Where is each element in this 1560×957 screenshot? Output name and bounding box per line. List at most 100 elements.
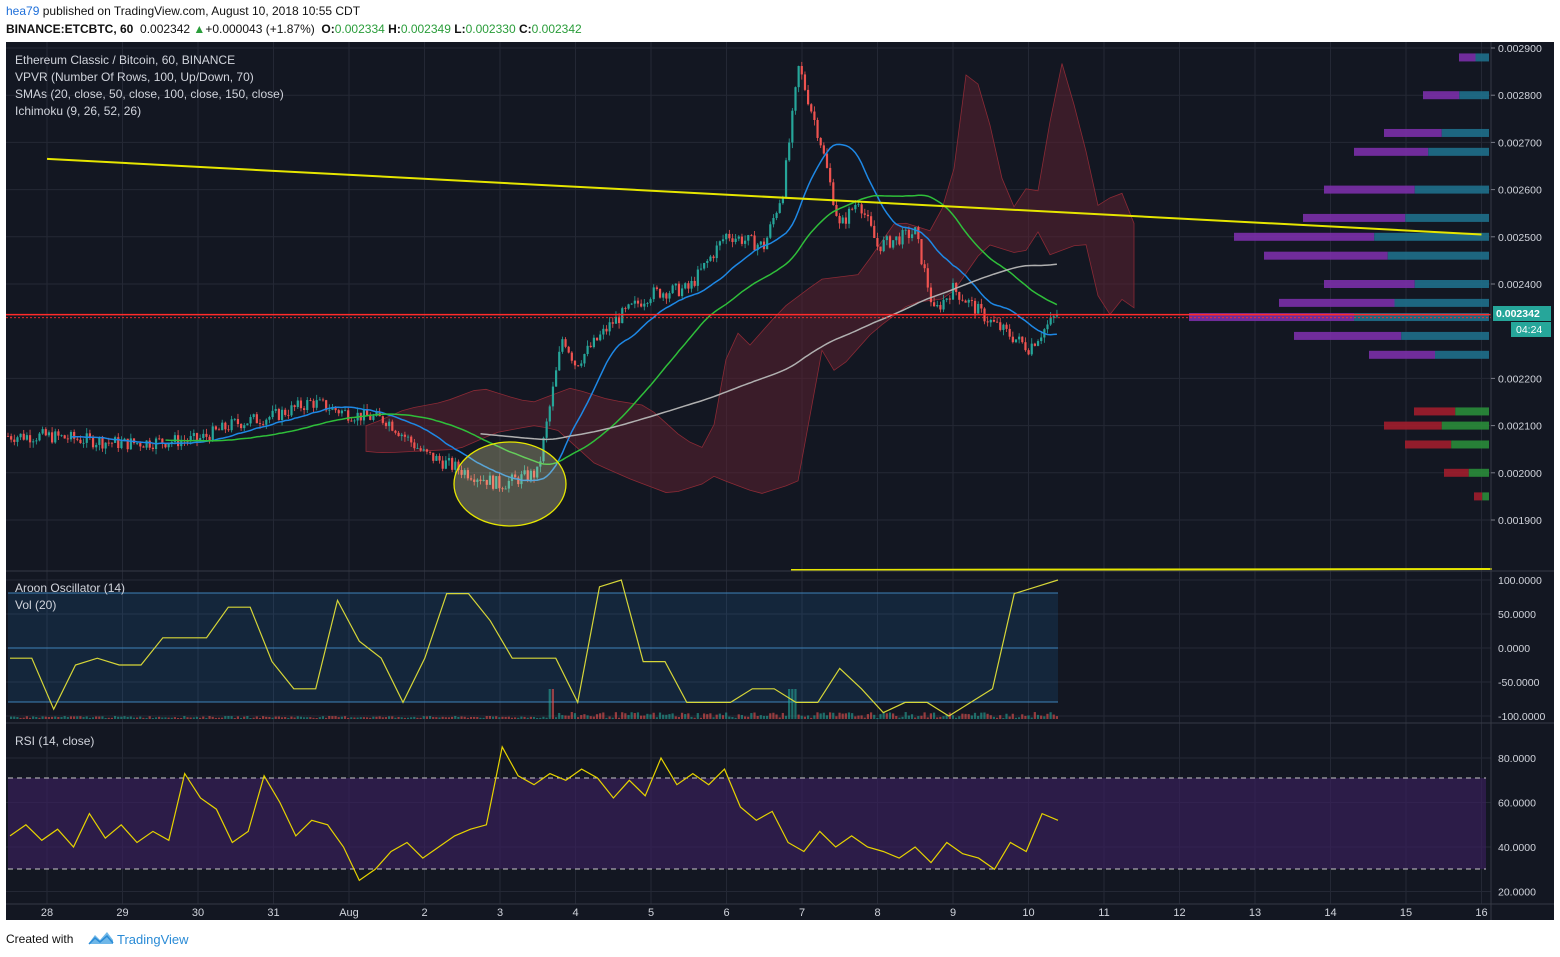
- volume-bar: [365, 717, 369, 719]
- tradingview-logo-icon[interactable]: [88, 930, 114, 946]
- candle: [394, 430, 397, 433]
- aroon-line: [10, 579, 1059, 717]
- candle: [712, 256, 715, 259]
- candle: [161, 438, 164, 444]
- candle: [599, 334, 602, 341]
- candle: [731, 238, 734, 242]
- volume-bar: [54, 716, 57, 719]
- candle: [945, 298, 948, 300]
- candle: [16, 437, 19, 442]
- volume-bar: [98, 716, 101, 719]
- price-axis[interactable]: 0.002900 0.002800 0.002700 0.002600 0.002500…: [1491, 43, 1542, 527]
- volume-bar: [838, 712, 841, 719]
- volume-bar: [233, 717, 236, 719]
- volume-bar: [709, 713, 712, 719]
- volume-bar: [668, 714, 671, 719]
- candle: [624, 308, 627, 309]
- candle: [759, 241, 762, 245]
- volume-bar: [466, 717, 469, 719]
- ichimoku-cloud: [365, 63, 1135, 494]
- volume-bar: [750, 713, 753, 719]
- volume-bar: [504, 716, 507, 719]
- volume-bar: [419, 717, 422, 719]
- profile-row-up: [1459, 91, 1489, 100]
- candle: [145, 440, 148, 448]
- candle: [1040, 337, 1043, 342]
- candle: [706, 260, 709, 263]
- volume-bar: [41, 716, 44, 719]
- candle: [857, 204, 860, 206]
- rsi-band: [8, 778, 1486, 869]
- candle: [158, 438, 161, 440]
- volume-bar: [35, 717, 38, 719]
- profile-row-down: [1279, 298, 1395, 307]
- rsi-line: [9, 745, 1059, 882]
- aroon-axis[interactable]: 100.0000 50.0000 0.0000 -50.0000 -100.0000: [1498, 575, 1545, 723]
- chart-area[interactable]: Ethereum Classic / Bitcoin, 60, BINANCE …: [6, 42, 1554, 920]
- volume-bar: [674, 716, 677, 719]
- candle: [366, 409, 369, 416]
- candle: [258, 423, 262, 425]
- volume-bar: [740, 715, 743, 719]
- candle: [636, 300, 640, 304]
- candle: [353, 420, 356, 422]
- profile-row-down: [1384, 128, 1442, 137]
- open-label: O:: [321, 22, 335, 36]
- candle: [1008, 328, 1011, 337]
- volume-bar: [353, 717, 356, 719]
- volume-bar: [721, 715, 725, 719]
- profile-row-down: [1405, 440, 1452, 449]
- candle: [303, 408, 306, 411]
- volume-bar: [10, 716, 13, 719]
- volume-bar: [693, 717, 696, 719]
- volume-bar: [977, 715, 980, 719]
- volume-bar: [932, 712, 936, 719]
- profile-row-down: [1444, 468, 1469, 477]
- profile-row-down: [1369, 350, 1435, 359]
- candle: [1049, 317, 1052, 325]
- volume-bar: [825, 715, 829, 719]
- volume-bar: [211, 716, 214, 719]
- candle: [876, 237, 879, 247]
- candle: [208, 436, 211, 442]
- volume-bar: [189, 717, 192, 719]
- volume-bar: [769, 713, 772, 719]
- candle: [413, 442, 416, 449]
- volume-bar: [180, 717, 183, 719]
- tradingview-link[interactable]: TradingView: [117, 932, 189, 947]
- volume-bar: [132, 717, 136, 719]
- volume-bar: [378, 716, 381, 719]
- volume-bar: [473, 716, 476, 719]
- rsi-axis[interactable]: 80.0000 60.0000 40.0000 20.0000: [1498, 753, 1536, 899]
- red-horizontal-line: [6, 313, 1491, 319]
- volume-bar: [369, 717, 372, 719]
- candle: [315, 400, 318, 408]
- time-tick-label: 30: [192, 907, 204, 919]
- candle: [230, 419, 233, 431]
- author-link[interactable]: hea79: [6, 4, 40, 18]
- candle: [284, 409, 287, 415]
- candle: [32, 441, 35, 443]
- time-axis[interactable]: 28 29 30 31 Aug 2 3 4 5 6 7 8 9 10 11 12 13 14 15 16: [41, 907, 1488, 919]
- candle: [640, 303, 643, 307]
- volume-bar: [161, 717, 164, 719]
- volume-bar: [973, 712, 977, 719]
- cloud-area: [365, 63, 1135, 494]
- volume-bar: [898, 717, 901, 719]
- volume-bar: [381, 717, 384, 719]
- volume-bar: [964, 713, 967, 719]
- candle: [526, 470, 529, 481]
- candle: [492, 475, 495, 489]
- volume-bar: [510, 717, 514, 719]
- volume-bar: [447, 717, 451, 719]
- sma-20-line: [70, 143, 1057, 482]
- chart-svg[interactable]: Ethereum Classic / Bitcoin, 60, BINANCE …: [6, 42, 1554, 920]
- volume-bar: [910, 714, 914, 719]
- volume-bar: [221, 717, 224, 719]
- legend-vpvr: VPVR (Number Of Rows, 100, Up/Down, 70): [15, 70, 254, 84]
- volume-bar: [895, 715, 898, 719]
- candle: [737, 236, 740, 239]
- volume-bar: [416, 717, 419, 719]
- candle: [863, 213, 866, 215]
- legend-vol: Vol (20): [15, 598, 56, 612]
